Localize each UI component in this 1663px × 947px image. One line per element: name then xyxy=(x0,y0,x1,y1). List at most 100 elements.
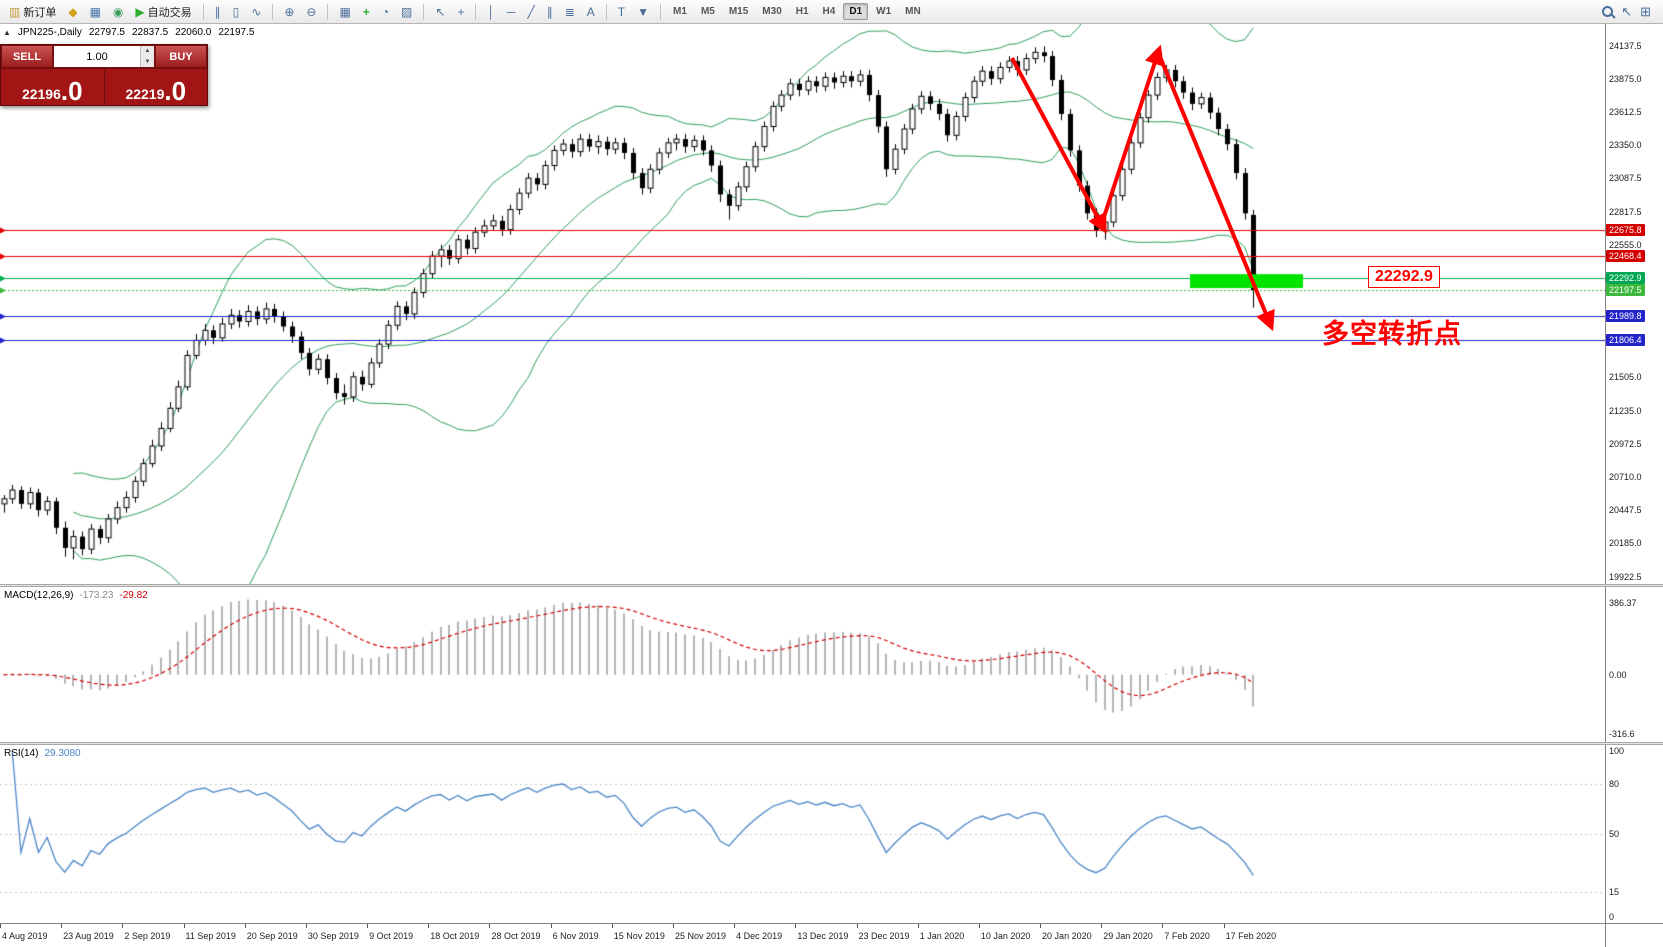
volume-field[interactable]: 1.00 ▲ ▼ xyxy=(53,45,155,68)
close-value: 22197.5 xyxy=(218,27,255,38)
new-order-button[interactable]: ▥ 新订单 xyxy=(4,2,61,22)
rsi-pane[interactable]: RSI(14) 29.3080 xyxy=(0,745,1605,923)
text-label-button[interactable]: T xyxy=(613,2,630,22)
candlestick-chart-button[interactable]: ▯ xyxy=(228,2,245,22)
price-chart-canvas[interactable] xyxy=(0,24,1605,584)
macd-signal-value: -29.82 xyxy=(119,590,148,601)
arrange-windows-button[interactable]: ▦ xyxy=(334,2,355,22)
timeframe-m5[interactable]: M5 xyxy=(700,6,715,17)
timeframe-h1[interactable]: H1 xyxy=(795,6,809,17)
time-axis-label: 9 Oct 2019 xyxy=(369,931,414,941)
macd-scale-label: -316.6 xyxy=(1609,728,1635,739)
volume-up-icon[interactable]: ▲ xyxy=(141,46,154,57)
rsi-scale[interactable]: 100 80 50 15 0 xyxy=(1605,745,1663,923)
hline-icon: ─ xyxy=(506,4,516,19)
time-axis-label: 20 Sep 2019 xyxy=(246,931,298,941)
trendline-button[interactable]: ╱ xyxy=(522,2,539,22)
rsi-name: RSI(14) xyxy=(4,748,39,759)
price-scale-marker: 22468.4 xyxy=(1606,250,1645,263)
toolbar-separator xyxy=(605,3,607,20)
new-order-icon: ▥ xyxy=(9,4,21,19)
shapes-dropdown-button[interactable]: ▼ xyxy=(632,2,654,22)
rsi-label: RSI(14) 29.3080 xyxy=(4,748,81,759)
time-axis-label: 1 Jan 2020 xyxy=(919,931,965,941)
time-axis-label: 4 Dec 2019 xyxy=(736,931,783,941)
time-axis-tick xyxy=(795,924,797,928)
time-axis-tick xyxy=(1162,924,1164,928)
indicators-button[interactable]: + xyxy=(358,2,375,22)
pane-splitter[interactable] xyxy=(0,742,1663,745)
periods-icon: ◔ xyxy=(381,4,390,19)
zoom-in-icon: ⊕ xyxy=(284,4,295,19)
pointer-icon[interactable]: ↖ xyxy=(1621,4,1633,19)
hline-button[interactable]: ─ xyxy=(502,2,521,22)
sell-button[interactable]: SELL xyxy=(1,45,53,68)
buy-button[interactable]: BUY xyxy=(155,45,207,68)
navigator-button[interactable]: ◉ xyxy=(108,2,128,22)
text-label-icon: T xyxy=(617,4,626,19)
market-watch-button[interactable]: ◆ xyxy=(63,2,82,22)
chart-window: ▲ JPN225-,Daily 22797.5 22837.5 22060.0 … xyxy=(0,24,1663,947)
price-annotation-box[interactable]: 22292.9 xyxy=(1368,266,1440,288)
bar-chart-icon: ∥ xyxy=(214,4,221,19)
toolbar-separator xyxy=(475,3,477,20)
volume-value[interactable]: 1.00 xyxy=(86,50,108,63)
price-chart-pane[interactable]: ▲ JPN225-,Daily 22797.5 22837.5 22060.0 … xyxy=(0,24,1605,584)
zoom-in-button[interactable]: ⊕ xyxy=(279,2,299,22)
axis-corner xyxy=(1605,924,1663,947)
time-axis-label: 2 Sep 2019 xyxy=(124,931,171,941)
buy-price[interactable]: 22219 .0 xyxy=(105,69,208,105)
autotrading-button[interactable]: ▶ 自动交易 xyxy=(130,2,196,22)
vline-button[interactable]: │ xyxy=(482,2,500,22)
time-axis[interactable]: 4 Aug 2019 23 Aug 2019 2 Sep 2019 11 Sep 20… xyxy=(0,924,1605,947)
macd-scale[interactable]: 386.37 0.00 -316.6 xyxy=(1605,587,1663,742)
macd-pane[interactable]: MACD(12,26,9) -173.23 -29.82 xyxy=(0,587,1605,742)
timeframe-m15[interactable]: M15 xyxy=(728,6,749,17)
timeframe-m30[interactable]: M30 xyxy=(762,6,782,17)
macd-label: MACD(12,26,9) -173.23 -29.82 xyxy=(4,590,148,601)
rsi-scale-label: 50 xyxy=(1609,829,1620,839)
price-scale-label: 20710.0 xyxy=(1609,472,1642,483)
timeframe-w1[interactable]: W1 xyxy=(876,6,892,17)
zoom-out-button[interactable]: ⊖ xyxy=(301,2,321,22)
time-axis-label: 20 Jan 2020 xyxy=(1042,931,1092,941)
pane-splitter[interactable] xyxy=(0,584,1663,587)
crosshair-button[interactable]: + xyxy=(452,2,469,22)
time-axis-tick xyxy=(183,924,185,928)
shapes-dropdown-icon: ▼ xyxy=(637,4,650,19)
rsi-canvas[interactable] xyxy=(0,745,1605,923)
turning-point-annotation[interactable]: 多空转折点 xyxy=(1322,319,1462,349)
time-axis-tick xyxy=(0,924,1,928)
one-click-collapse-icon[interactable]: ▲ xyxy=(3,28,11,37)
data-window-button[interactable]: ▦ xyxy=(85,2,106,22)
zoom-out-icon: ⊖ xyxy=(306,4,317,19)
line-chart-button[interactable]: ∿ xyxy=(246,2,266,22)
search-icon[interactable] xyxy=(1602,6,1614,17)
price-scale[interactable]: 24137.5 23875.0 23612.5 23350.0 23087.5 22817… xyxy=(1605,24,1663,584)
text-button[interactable]: A xyxy=(582,2,600,22)
new-order-button-label: 新订单 xyxy=(23,6,57,19)
timeframe-mn[interactable]: MN xyxy=(905,6,921,17)
timeframe-m1[interactable]: M1 xyxy=(673,6,687,17)
macd-canvas[interactable] xyxy=(0,587,1605,742)
time-axis-tick xyxy=(428,924,430,928)
bar-chart-button[interactable]: ∥ xyxy=(210,2,226,22)
time-axis-tick xyxy=(917,924,919,928)
price-scale-marker: 22197.5 xyxy=(1606,284,1645,297)
time-axis-label: 7 Feb 2020 xyxy=(1164,931,1210,941)
timeframe-h4[interactable]: H4 xyxy=(822,6,836,17)
volume-down-icon[interactable]: ▼ xyxy=(141,56,154,67)
templates-button[interactable]: ▨ xyxy=(396,2,417,22)
timeframe-d1[interactable]: D1 xyxy=(843,3,869,20)
toolbar-separator xyxy=(423,3,425,20)
sell-price[interactable]: 22196 .0 xyxy=(1,69,105,105)
macd-scale-label: 0.00 xyxy=(1609,669,1627,680)
cursor-button[interactable]: ↖ xyxy=(430,2,450,22)
time-axis-tick xyxy=(1101,924,1103,928)
tile-icon[interactable]: ⊞ xyxy=(1640,4,1651,19)
channel-button[interactable]: ∥ xyxy=(542,2,558,22)
macd-name: MACD(12,26,9) xyxy=(4,590,74,601)
periods-button[interactable]: ◔ xyxy=(377,2,394,22)
fibonacci-button[interactable]: ≣ xyxy=(560,2,580,22)
one-click-trading-panel: SELL 1.00 ▲ ▼ BUY 22196 xyxy=(0,44,208,106)
